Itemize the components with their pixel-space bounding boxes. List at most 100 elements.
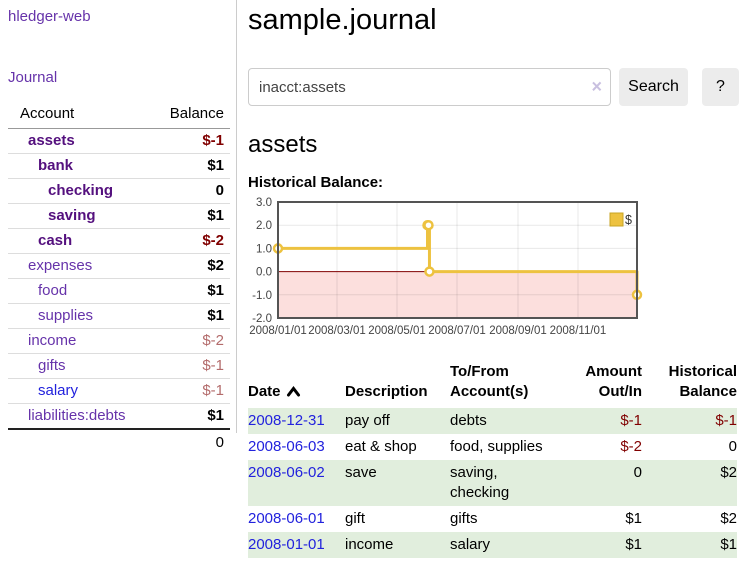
accounts-table: Account Balance assets $-1 bank $1 check… [8, 102, 230, 455]
svg-text:$: $ [625, 213, 632, 227]
transaction-accounts: saving, checking [450, 464, 510, 501]
register-col-tofrom: To/From Account(s) [450, 363, 529, 400]
svg-text:2008/07/01: 2008/07/01 [428, 325, 486, 337]
svg-text:3.0: 3.0 [256, 197, 272, 209]
transaction-date-link[interactable]: 2008-06-02 [248, 464, 325, 481]
account-balance: $-1 [154, 128, 230, 154]
account-row: assets $-1 [8, 128, 230, 154]
account-row: expenses $2 [8, 253, 230, 279]
transaction-balance: $2 [720, 464, 737, 481]
account-link-bank[interactable]: bank [38, 157, 74, 174]
search-input[interactable] [248, 68, 611, 106]
svg-text:2008/09/01: 2008/09/01 [489, 325, 547, 337]
register-row: 2008-12-31 pay off debts $-1 $-1 [248, 408, 737, 434]
svg-text:-2.0: -2.0 [252, 313, 272, 325]
register-header-row: Date Description To/From Account(s) Amou… [248, 362, 737, 408]
transaction-description: pay off [345, 412, 390, 429]
register-col-amount: Amount Out/In [585, 363, 642, 400]
register-row: 2008-06-02 save saving, checking 0 $2 [248, 460, 737, 506]
account-row: cash $-2 [8, 228, 230, 254]
svg-text:2.0: 2.0 [256, 220, 272, 232]
register-col-date[interactable]: Date [248, 362, 345, 408]
account-balance: $-2 [154, 328, 230, 354]
accounts-total-row: 0 [8, 428, 230, 455]
account-balance: $1 [154, 203, 230, 229]
account-title: assets [248, 131, 318, 158]
register-col-description: Description [345, 383, 428, 400]
account-row: saving $1 [8, 203, 230, 229]
account-link-expenses[interactable]: expenses [28, 257, 93, 274]
transaction-description: save [345, 464, 377, 481]
account-balance: $-1 [154, 353, 230, 379]
account-link-salary[interactable]: salary [38, 382, 79, 399]
account-link-liabilities-debts[interactable]: liabilities:debts [28, 407, 126, 424]
transaction-balance: $-1 [715, 412, 737, 429]
account-link-food[interactable]: food [38, 282, 68, 299]
account-link-gifts[interactable]: gifts [38, 357, 66, 374]
register-row: 2008-01-01 income salary $1 $1 [248, 532, 737, 558]
svg-text:2008/01/01: 2008/01/01 [249, 325, 307, 337]
register-col-balance: Historical Balance [668, 363, 737, 400]
svg-text:2008/05/01: 2008/05/01 [368, 325, 426, 337]
svg-text:2008/11/01: 2008/11/01 [550, 325, 607, 337]
register-row: 2008-06-03 eat & shop food, supplies $-2… [248, 434, 737, 460]
app-brand-link[interactable]: hledger-web [8, 8, 91, 25]
account-link-supplies[interactable]: supplies [38, 307, 94, 324]
account-balance: $-1 [154, 378, 230, 404]
account-balance: $1 [154, 153, 230, 179]
transaction-balance: $2 [720, 510, 737, 527]
transaction-accounts: salary [450, 536, 491, 553]
register-row: 2008-06-01 gift gifts $1 $2 [248, 506, 737, 532]
account-balance: 0 [154, 178, 230, 204]
account-link-income[interactable]: income [28, 332, 77, 349]
transaction-description: eat & shop [345, 438, 417, 455]
sidebar-nav: Journal [8, 69, 236, 86]
help-button[interactable]: ? [702, 68, 739, 106]
accounts-total-value: 0 [154, 428, 230, 455]
clear-search-icon[interactable]: × [591, 76, 602, 97]
account-balance: $1 [154, 278, 230, 304]
transaction-amount: $1 [625, 510, 642, 527]
account-row: supplies $1 [8, 303, 230, 329]
account-balance: $1 [154, 403, 230, 429]
account-row: checking 0 [8, 178, 230, 204]
transaction-amount: $1 [625, 536, 642, 553]
transaction-balance: $1 [720, 536, 737, 553]
account-link-saving[interactable]: saving [48, 207, 96, 224]
app-brand: hledger-web [8, 8, 236, 25]
transaction-accounts: gifts [450, 510, 478, 527]
transaction-description: income [345, 536, 394, 553]
transaction-date-link[interactable]: 2008-01-01 [248, 536, 325, 553]
account-balance: $1 [154, 303, 230, 329]
transaction-date-link[interactable]: 2008-12-31 [248, 412, 325, 429]
historical-balance-chart[interactable]: 3.0 2.0 1.0 0.0 -1.0 -2.0 2008/01/01 2008/03/01… [248, 196, 742, 342]
transaction-date-link[interactable]: 2008-06-03 [248, 438, 325, 455]
search-button[interactable]: Search [619, 68, 688, 106]
account-row: income $-2 [8, 328, 230, 354]
sidebar-item-journal[interactable]: Journal [8, 69, 58, 86]
search-box: × [248, 68, 611, 106]
transaction-accounts: food, supplies [450, 438, 543, 455]
account-link-assets[interactable]: assets [28, 132, 75, 149]
chart-label: Historical Balance: [248, 174, 384, 191]
account-row: food $1 [8, 278, 230, 304]
accounts-col-balance: Balance [154, 102, 230, 129]
search-form: × Search ? [248, 68, 742, 106]
page-title: sample.journal [248, 4, 437, 36]
svg-text:-1.0: -1.0 [252, 290, 272, 302]
sidebar: hledger-web Journal Account Balance asse… [0, 0, 237, 455]
transaction-balance: 0 [728, 438, 737, 455]
account-link-checking[interactable]: checking [48, 182, 114, 199]
transaction-amount: $-1 [620, 412, 642, 429]
accounts-table-header: Account Balance [8, 102, 230, 129]
register-table: Date Description To/From Account(s) Amou… [248, 362, 737, 558]
register-col-date-label: Date [248, 383, 281, 400]
accounts-col-account: Account [8, 102, 155, 129]
account-balance: $2 [154, 253, 230, 279]
account-balance: $-2 [154, 228, 230, 254]
transaction-date-link[interactable]: 2008-06-01 [248, 510, 325, 527]
account-row: bank $1 [8, 153, 230, 179]
account-link-cash[interactable]: cash [38, 232, 73, 249]
transaction-accounts: debts [450, 412, 487, 429]
